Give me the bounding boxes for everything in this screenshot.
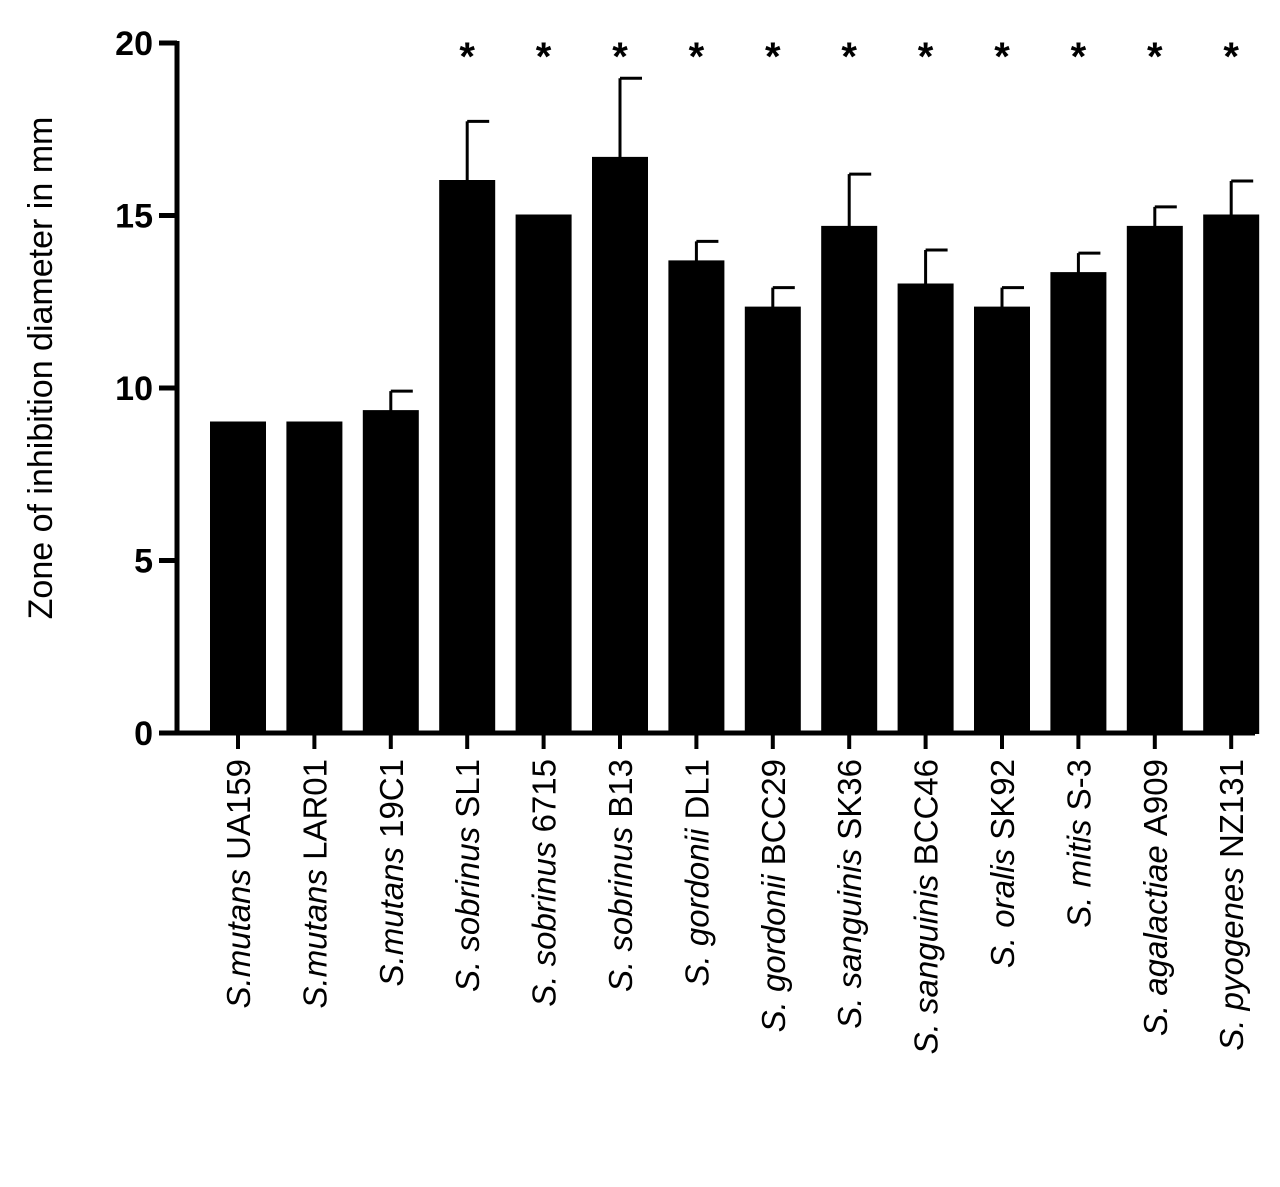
strain-name: SK92 xyxy=(984,759,1021,849)
x-tick-label: S. sanguinis SK36 xyxy=(831,759,868,1029)
significance-marker: * xyxy=(765,35,781,79)
x-tick-label: S.mutans LAR01 xyxy=(296,759,333,1008)
species-name: S. mitis xyxy=(1060,820,1097,928)
species-name: S.mutans xyxy=(220,869,257,1008)
species-name: S. gordonii xyxy=(678,827,715,986)
bar xyxy=(897,283,954,734)
strain-name: LAR01 xyxy=(296,759,333,869)
significance-marker: * xyxy=(918,35,934,79)
species-name: S. sobrinus xyxy=(602,827,639,992)
species-name: S.mutans xyxy=(296,869,333,1008)
x-tick-label: S. oralis SK92 xyxy=(984,759,1021,968)
x-tick-label: S. sobrinus SL1 xyxy=(449,759,486,992)
y-tick-label: 10 xyxy=(115,370,153,408)
x-tick-label: S. gordonii DL1 xyxy=(678,759,715,986)
strain-name: UA159 xyxy=(220,759,257,869)
significance-marker: * xyxy=(841,35,857,79)
x-tick-label: S. sobrinus 6715 xyxy=(526,759,563,1007)
bar xyxy=(592,156,648,734)
strain-name: A909 xyxy=(1137,759,1174,845)
bar xyxy=(974,306,1030,734)
species-name: S. pyogenes xyxy=(1213,867,1250,1050)
bar xyxy=(439,180,496,734)
bar xyxy=(1203,214,1260,734)
species-name: S. sanguinis xyxy=(831,849,868,1029)
y-tick-label: 5 xyxy=(134,543,153,581)
species-name: S. sobrinus xyxy=(526,842,563,1007)
bar xyxy=(1126,225,1183,734)
bar xyxy=(1050,272,1107,734)
strain-name: BCC46 xyxy=(908,759,945,875)
bar xyxy=(744,306,801,734)
significance-marker: * xyxy=(459,35,475,79)
y-tick-label: 20 xyxy=(115,25,153,63)
y-axis-label: Zone of inhibition diameter in mm xyxy=(22,117,60,620)
strain-name: S-3 xyxy=(1060,759,1097,820)
significance-marker: * xyxy=(1147,35,1163,79)
x-tick-label: S. pyogenes NZ131 xyxy=(1213,759,1250,1051)
x-tick-label: S. gordonii BCC29 xyxy=(755,759,792,1032)
strain-name: B13 xyxy=(602,759,639,827)
bars-group xyxy=(210,156,1260,734)
species-name: S. agalactiae xyxy=(1137,845,1174,1036)
x-tick-label: S. sanguinis BCC46 xyxy=(908,759,945,1054)
significance-group: * * * * * * * * * * * xyxy=(459,35,1239,79)
significance-marker: * xyxy=(1071,35,1087,79)
strain-name: SL1 xyxy=(449,759,486,827)
bar xyxy=(668,260,725,734)
species-name: S. oralis xyxy=(984,849,1021,968)
significance-marker: * xyxy=(612,35,628,79)
strain-name: BCC29 xyxy=(755,759,792,875)
strain-name: SK36 xyxy=(831,759,868,849)
bar xyxy=(515,214,572,734)
species-name: S. gordonii xyxy=(755,873,792,1032)
species-name: S. sobrinus xyxy=(449,827,486,992)
species-name: S.mutans xyxy=(373,847,410,986)
x-tick-label: S. sobrinus B13 xyxy=(602,759,639,992)
significance-marker: * xyxy=(1223,35,1239,79)
strain-name: 6715 xyxy=(526,759,563,842)
bar xyxy=(286,421,343,734)
y-tick-label: 0 xyxy=(134,715,153,753)
x-tick-label: S. agalactiae A909 xyxy=(1137,759,1174,1036)
y-tick-label: 15 xyxy=(115,198,153,236)
y-ticks-group: 0 5 10 15 20 xyxy=(115,25,177,753)
significance-marker: * xyxy=(689,35,705,79)
strain-name: 19C1 xyxy=(373,759,410,847)
strain-name: DL1 xyxy=(678,759,715,829)
bar xyxy=(362,410,419,734)
bar xyxy=(821,225,878,734)
significance-marker: * xyxy=(994,35,1010,79)
x-tick-label: S.mutans 19C1 xyxy=(373,759,410,986)
strain-name: NZ131 xyxy=(1213,759,1250,867)
error-bars-group xyxy=(389,76,1254,412)
x-tick-label: S.mutans UA159 xyxy=(220,759,257,1008)
bar xyxy=(210,421,266,734)
x-tick-label: S. mitis S-3 xyxy=(1060,759,1097,928)
species-name: S. sanguinis xyxy=(908,875,945,1055)
significance-marker: * xyxy=(536,35,552,79)
